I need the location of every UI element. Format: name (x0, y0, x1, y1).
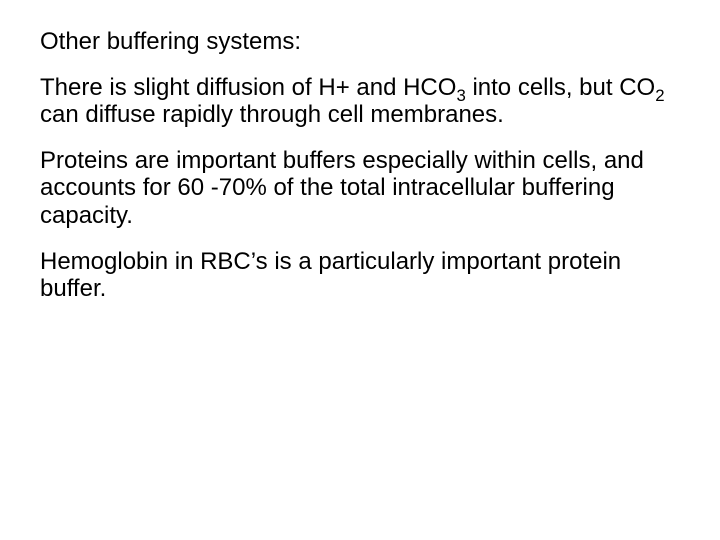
text-run: can diffuse rapidly through cell membran… (40, 101, 504, 128)
paragraph-proteins: Proteins are important buffers especiall… (40, 147, 680, 230)
text-run: Proteins are important buffers especiall… (40, 147, 644, 229)
subscript: 2 (655, 85, 664, 104)
text-run: into cells, but CO (466, 74, 655, 101)
text-run: There is slight diffusion of H+ and HCO (40, 74, 456, 101)
paragraph-hemoglobin: Hemoglobin in RBC’s is a particularly im… (40, 248, 680, 303)
text-run: Other buffering systems: (40, 28, 301, 55)
slide-body: Other buffering systems: There is slight… (0, 0, 720, 540)
text-run: Hemoglobin in RBC’s is a particularly im… (40, 248, 621, 303)
slide-title: Other buffering systems: (40, 28, 680, 56)
paragraph-diffusion: There is slight diffusion of H+ and HCO3… (40, 74, 680, 129)
